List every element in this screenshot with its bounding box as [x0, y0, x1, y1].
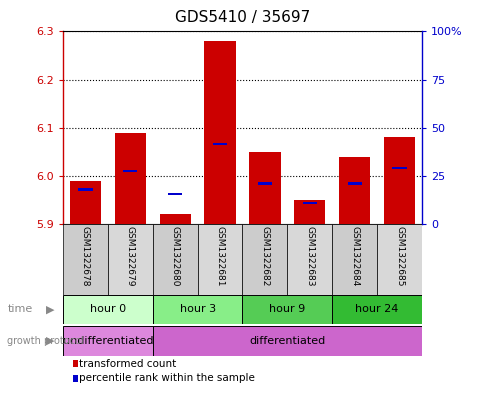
Text: differentiated: differentiated [249, 336, 325, 346]
Text: transformed count: transformed count [79, 358, 176, 369]
Bar [332, 224, 376, 295]
Bar [347, 182, 361, 185]
Text: GSM1322681: GSM1322681 [215, 226, 224, 286]
Bar [212, 143, 227, 145]
Bar [63, 326, 152, 356]
Bar [63, 295, 152, 324]
Bar [70, 181, 101, 224]
Bar [114, 132, 146, 224]
Bar [197, 224, 242, 295]
Bar [392, 167, 406, 169]
Text: hour 3: hour 3 [179, 305, 215, 314]
Bar [123, 170, 137, 172]
Bar [383, 137, 414, 224]
Bar [376, 224, 421, 295]
Text: time: time [7, 304, 32, 314]
Text: ▶: ▶ [46, 336, 55, 346]
Text: GSM1322680: GSM1322680 [170, 226, 180, 286]
Text: GDS5410 / 35697: GDS5410 / 35697 [175, 10, 309, 25]
Bar [168, 193, 182, 195]
Bar [78, 188, 92, 191]
Text: GSM1322685: GSM1322685 [394, 226, 403, 286]
Bar [204, 41, 235, 224]
Bar [107, 224, 152, 295]
Bar [152, 295, 242, 324]
Text: undifferentiated: undifferentiated [62, 336, 153, 346]
Text: hour 9: hour 9 [269, 305, 305, 314]
Bar [302, 202, 316, 204]
Bar [63, 224, 107, 295]
Bar [242, 224, 287, 295]
Bar [152, 224, 197, 295]
Bar [159, 214, 191, 224]
Text: GSM1322678: GSM1322678 [81, 226, 90, 286]
Text: GSM1322683: GSM1322683 [304, 226, 314, 286]
Bar [293, 200, 325, 224]
Text: ▶: ▶ [46, 304, 55, 314]
Text: hour 0: hour 0 [90, 305, 126, 314]
Text: GSM1322679: GSM1322679 [125, 226, 135, 286]
Text: GSM1322684: GSM1322684 [349, 226, 359, 286]
Bar [249, 152, 280, 224]
Text: growth protocol: growth protocol [7, 336, 84, 346]
Bar [332, 295, 421, 324]
Bar [152, 326, 421, 356]
Bar [257, 182, 272, 185]
Bar [287, 224, 332, 295]
Text: hour 24: hour 24 [355, 305, 398, 314]
Bar [242, 295, 332, 324]
Text: percentile rank within the sample: percentile rank within the sample [79, 373, 254, 384]
Bar [338, 156, 370, 224]
Text: GSM1322682: GSM1322682 [260, 226, 269, 286]
